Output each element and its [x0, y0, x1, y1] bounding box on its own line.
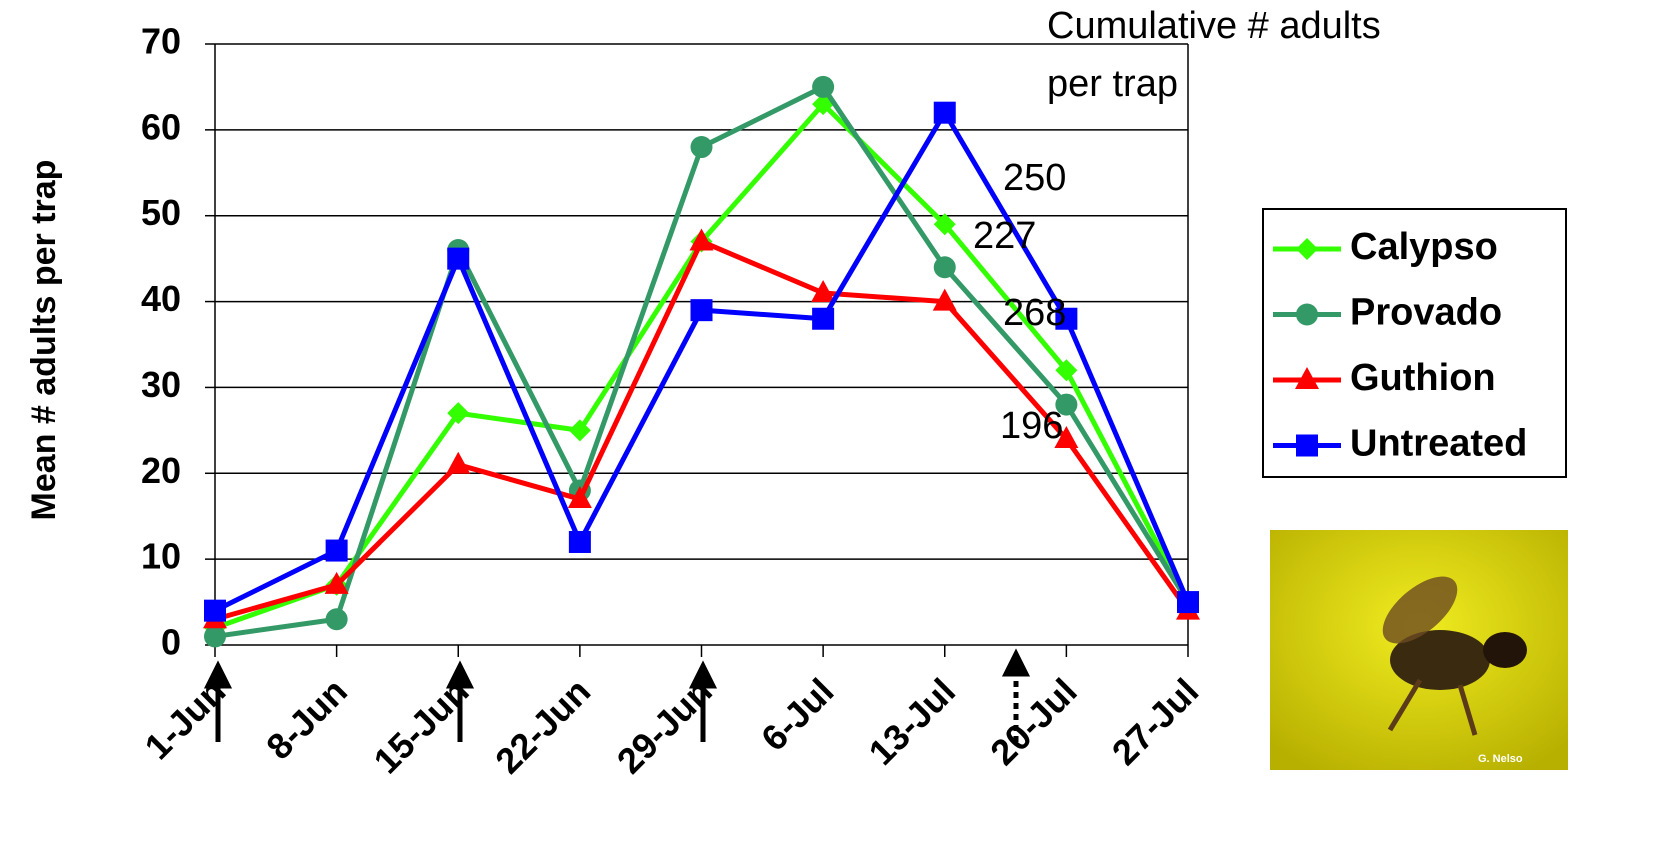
- marker: [1177, 591, 1199, 613]
- legend-label: Guthion: [1350, 357, 1496, 399]
- legend: Calypso Provado Guthion Untreated: [1263, 209, 1566, 477]
- marker: [447, 248, 469, 270]
- marker: [204, 625, 226, 647]
- y-tick-label: 0: [161, 622, 181, 663]
- cumulative-label: 250: [1003, 157, 1066, 199]
- y-tick-label: 50: [141, 192, 181, 233]
- marker: [691, 136, 713, 158]
- chart: Mean # adults per trap Cumulative # adul…: [0, 0, 1672, 867]
- legend-label: Provado: [1350, 292, 1502, 334]
- marker: [1296, 435, 1318, 457]
- y-tick-label: 30: [141, 364, 181, 405]
- marker: [812, 76, 834, 98]
- x-tick-label: 20-Jul: [982, 670, 1085, 773]
- marker: [569, 531, 591, 553]
- annotation-title: Cumulative # adults: [1047, 5, 1381, 47]
- marker: [446, 452, 470, 474]
- marker: [934, 102, 956, 124]
- marker: [326, 608, 348, 630]
- y-axis-label: Mean # adults per trap: [25, 160, 63, 521]
- cumulative-label: 227: [973, 215, 1036, 257]
- marker: [204, 600, 226, 622]
- marker: [691, 299, 713, 321]
- x-tick-label: 13-Jul: [861, 670, 964, 773]
- annotation-title: per trap: [1047, 63, 1178, 105]
- y-tick-label: 70: [141, 21, 181, 62]
- legend-label: Untreated: [1350, 423, 1527, 465]
- legend-label: Calypso: [1350, 226, 1498, 268]
- cumulative-label: 196: [1000, 405, 1063, 447]
- y-tick-label: 20: [141, 450, 181, 491]
- marker: [812, 308, 834, 330]
- x-tick-label: 8-Jun: [258, 670, 355, 767]
- photo: G. Nelso: [1270, 530, 1568, 770]
- y-tick-label: 10: [141, 536, 181, 577]
- marker: [326, 540, 348, 562]
- x-tick-label: 27-Jul: [1104, 670, 1207, 773]
- y-tick-label: 40: [141, 278, 181, 319]
- x-tick-label: 22-Jun: [487, 670, 598, 781]
- marker: [934, 256, 956, 278]
- cumulative-label: 268: [1003, 292, 1066, 334]
- y-tick-label: 60: [141, 106, 181, 147]
- marker: [1296, 304, 1318, 326]
- photo-credit: G. Nelso: [1478, 753, 1523, 765]
- x-tick-label: 6-Jul: [753, 670, 841, 758]
